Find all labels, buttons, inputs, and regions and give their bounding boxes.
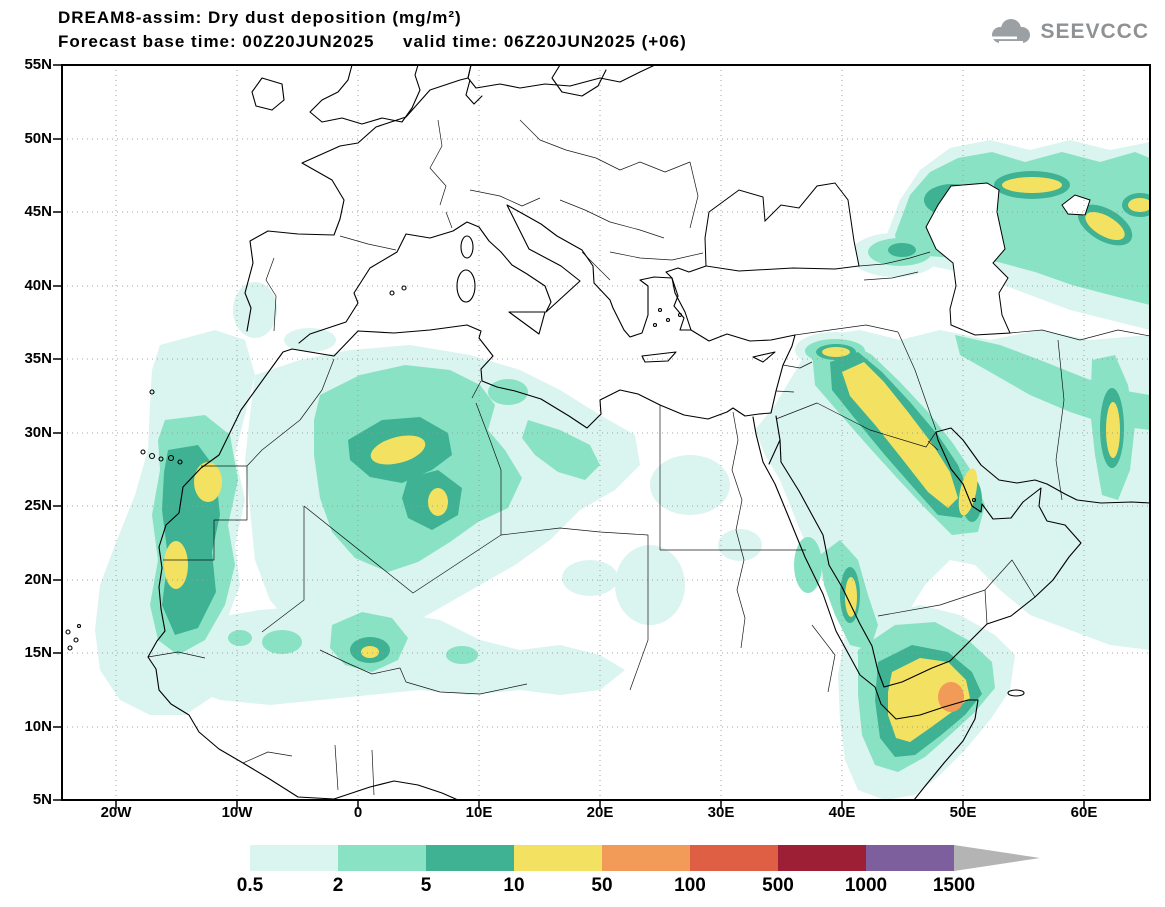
- colorbar-value: 2: [332, 875, 344, 896]
- lon-tick-label: 10E: [465, 804, 493, 821]
- lon-tick-label: 50E: [949, 804, 977, 821]
- lon-tick-label: 0: [353, 804, 363, 821]
- colorbar-arrow-right: [954, 845, 1040, 871]
- lat-tick-label: 5N: [32, 791, 52, 808]
- axis-ticks: [53, 64, 1085, 809]
- colorbar-value: 1500: [932, 875, 976, 896]
- colorbar-value: 1000: [844, 875, 888, 896]
- black-sea: [704, 182, 860, 272]
- colorbar-segment: [690, 845, 778, 871]
- cloud-icon: [991, 19, 1031, 44]
- chart-title: DREAM8-assim: Dry dust deposition (mg/m²…: [58, 8, 462, 27]
- colorbar-segment: [338, 845, 426, 871]
- lat-tick-label: 20N: [24, 571, 52, 588]
- sea-fills: [704, 182, 1091, 336]
- colorbar-value: 5: [420, 875, 432, 896]
- lat-tick-label: 55N: [24, 56, 52, 73]
- logo-text: SEEVCCC: [1040, 20, 1149, 43]
- colorbar: [162, 845, 1040, 871]
- colorbar-value: 500: [762, 875, 794, 896]
- lon-tick-label: 60E: [1070, 804, 1098, 821]
- colorbar-segment: [514, 845, 602, 871]
- colorbar-segment: [426, 845, 514, 871]
- country-borders: [147, 119, 1150, 796]
- lat-tick-label: 30N: [24, 424, 52, 441]
- lat-tick-label: 35N: [24, 350, 52, 367]
- coastlines: [65, 65, 1150, 800]
- lat-tick-label: 15N: [24, 644, 52, 661]
- colorbar-value: 100: [674, 875, 706, 896]
- colorbar-value: 0.5: [236, 875, 264, 896]
- lat-tick-label: 45N: [24, 203, 52, 220]
- chart-subtitle: Forecast base time: 00Z20JUN2025 valid t…: [58, 32, 687, 51]
- map-frame: [53, 64, 1151, 809]
- lon-tick-label: 20W: [100, 804, 132, 821]
- lat-tick-label: 40N: [24, 277, 52, 294]
- lon-tick-label: 20E: [586, 804, 614, 821]
- colorbar-value: 50: [591, 875, 613, 896]
- lon-tick-label: 30E: [707, 804, 735, 821]
- lat-tick-label: 50N: [24, 130, 52, 147]
- colorbar-value: 10: [503, 875, 525, 896]
- lat-tick-label: 10N: [24, 718, 52, 735]
- colorbar-segment: [866, 845, 954, 871]
- lat-tick-label: 25N: [24, 497, 52, 514]
- colorbar-segment: [778, 845, 866, 871]
- lon-tick-label: 10W: [221, 804, 253, 821]
- colorbar-segment: [602, 845, 690, 871]
- lon-tick-label: 40E: [828, 804, 856, 821]
- seevccc-logo: SEEVCCC: [987, 18, 1149, 46]
- colorbar-arrow-left: [162, 845, 250, 871]
- colorbar-segment: [250, 845, 338, 871]
